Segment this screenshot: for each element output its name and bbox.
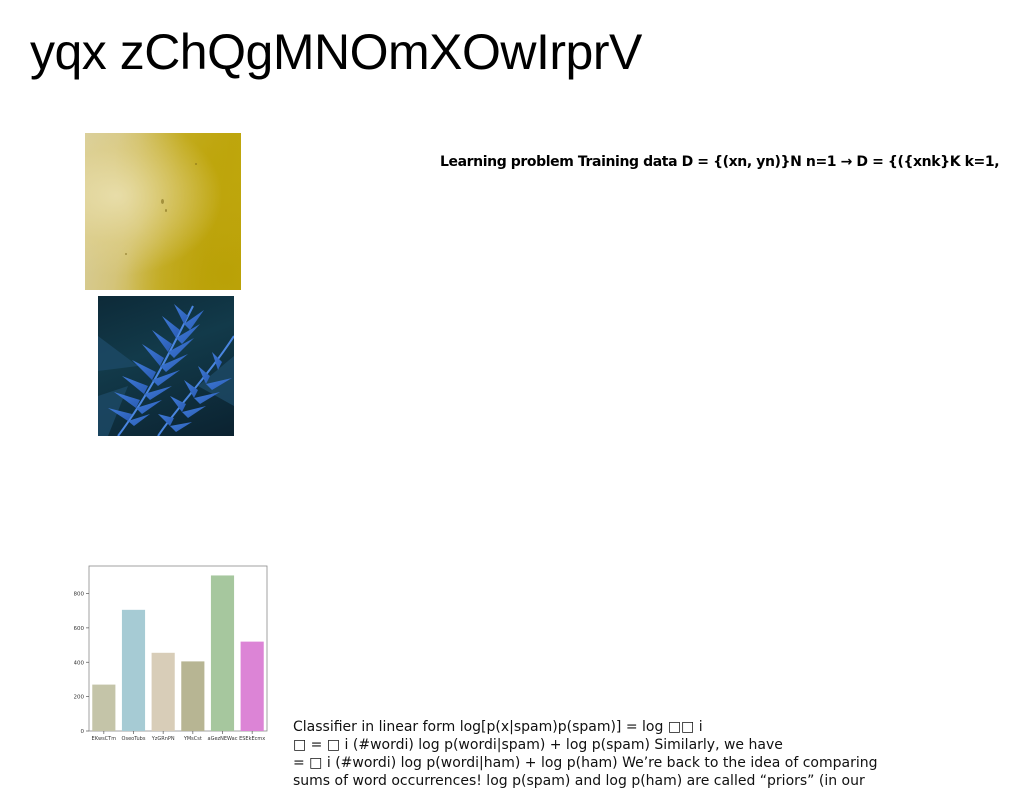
blue-fern-photo — [98, 296, 234, 436]
chart-bar — [151, 652, 175, 731]
chart-bar — [240, 641, 264, 731]
chart-frame — [88, 565, 268, 732]
y-tick-label: 600 — [74, 626, 84, 632]
x-tick-label: OseoTubs — [122, 736, 146, 742]
y-tick-label: 0 — [81, 729, 85, 735]
classifier-text-line: Classifier in linear form log[p(x|spam)p… — [293, 719, 703, 735]
x-tick-label: YzGRnPN — [151, 736, 175, 742]
bar-chart-svg: 0 200 400 600 800 EKwsCTm OseoTubs YzGRnPN YMsCs… — [74, 565, 268, 742]
x-tick-label: ESEkEcmx — [239, 736, 265, 742]
yellow-wall-photo — [85, 133, 241, 290]
y-tick-label: 800 — [74, 592, 84, 598]
classifier-text-line: sums of word occurrences! log p(spam) an… — [293, 773, 865, 788]
chart-bar — [181, 661, 205, 731]
slide-title: yqx zChQgMNOmXOwIrprV — [30, 24, 642, 80]
y-tick-label: 200 — [74, 695, 84, 701]
chart-bar — [210, 575, 235, 731]
fern-leaves-icon — [98, 304, 234, 436]
learning-problem-text: Learning problem Training data D = {(xn,… — [440, 154, 1000, 170]
classifier-text: Classifier in linear form log[p(x|spam)p… — [293, 718, 883, 788]
classifier-text-line: = □ i (#wordi) log p(wordi|ham) + log p(… — [293, 755, 878, 771]
classifier-text-line: □ = □ i (#wordi) log p(wordi|spam) + log… — [293, 737, 783, 753]
chart-bar — [121, 609, 146, 731]
x-tick-label: EKwsCTm — [92, 736, 117, 742]
x-tick-label: YMsCst — [183, 736, 202, 742]
y-tick-label: 400 — [74, 660, 84, 666]
chart-bar — [92, 684, 116, 731]
bar-chart: 0 200 400 600 800 EKwsCTm OseoTubs YzGRnPN YMsCs… — [74, 558, 274, 748]
x-tick-label: aGezNEWac — [208, 736, 238, 742]
